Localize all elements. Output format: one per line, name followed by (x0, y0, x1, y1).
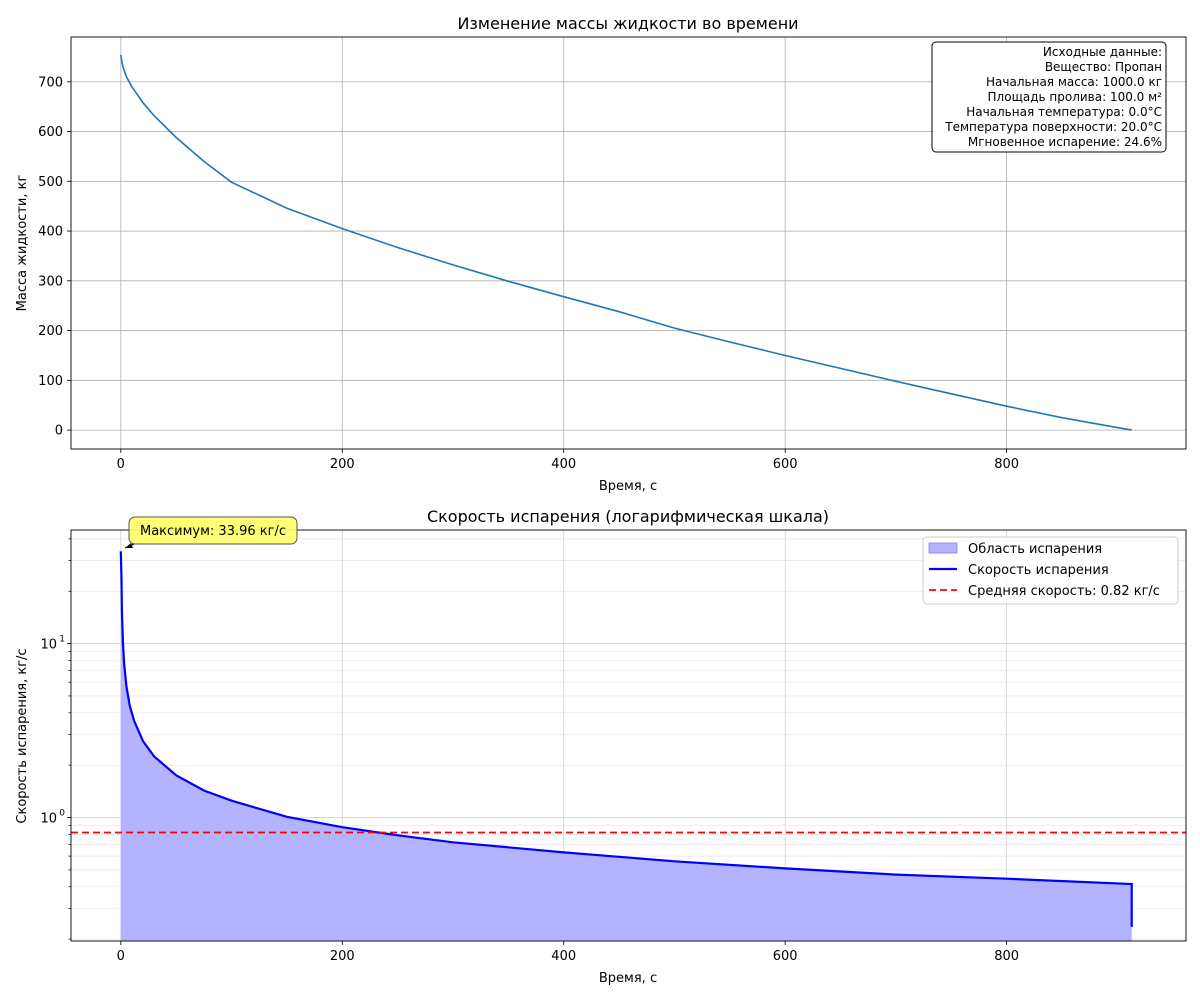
rate-y-tick-exponent: 1 (59, 635, 65, 645)
max-annotation-box (128, 516, 298, 545)
rate-x-tick-label: 400 (551, 949, 576, 964)
mass-x-tick-label: 600 (773, 457, 798, 472)
rate-x-axis-label: Время, с (599, 971, 657, 986)
max-annotation-arrow-head (125, 543, 133, 548)
mass-y-tick-label: 200 (38, 324, 63, 339)
info-box-frame (931, 41, 1167, 153)
info-line: Температура поверхности: 20.0°C (944, 120, 1162, 134)
legend: Область испарения Скорость испарения Сре… (922, 536, 1179, 605)
mass-y-tick-label: 300 (38, 274, 63, 289)
info-line: Мгновенное испарение: 24.6% (968, 135, 1162, 149)
rate-y-tick-exponent: 0 (59, 809, 65, 819)
mass-y-tick-label: 700 (38, 75, 63, 90)
info-line: Начальная температура: 0.0°C (966, 105, 1162, 119)
mass-x-axis-label: Время, с (599, 479, 657, 494)
rate-x-tick-label: 600 (773, 949, 798, 964)
info-box: Исходные данные: Вещество: Пропан Началь… (931, 41, 1167, 153)
rate-chart-title: Скорость испарения (логарифмическая шкал… (427, 507, 829, 526)
rate-x-tick-label: 0 (117, 949, 125, 964)
mass-ticks: 0 200 400 600 800 0 100 200 300 400 500 600 700 (38, 75, 1019, 472)
rate-series-line (119, 551, 1133, 927)
max-annotation: Максимум: 33.96 кг/с (124, 516, 298, 549)
mass-series-line (120, 54, 1132, 431)
mass-y-tick-label: 100 (38, 374, 63, 389)
legend-label: Скорость испарения (968, 563, 1109, 578)
rate-y-tick-label: 10 (40, 638, 57, 653)
info-line: Вещество: Пропан (1045, 60, 1162, 74)
mass-x-tick-label: 0 (117, 457, 125, 472)
mass-y-tick-label: 600 (38, 125, 63, 140)
mass-x-tick-label: 800 (994, 457, 1019, 472)
rate-y-tick-label: 10 (40, 812, 57, 827)
evaporation-area-fill (120, 551, 1132, 941)
legend-frame (922, 536, 1179, 605)
legend-label: Средняя скорость: 0.82 кг/с (968, 584, 1160, 599)
mass-y-axis-label: Масса жидкости, кг (15, 175, 30, 312)
rate-y-axis-label: Скорость испарения, кг/с (15, 648, 30, 823)
mass-y-tick-label: 500 (38, 175, 63, 190)
mass-chart-title: Изменение массы жидкости во времени (457, 14, 798, 33)
mass-axes-frame (70, 36, 1187, 450)
mass-y-tick-label: 0 (55, 424, 63, 439)
rate-x-tick-label: 800 (994, 949, 1019, 964)
max-annotation-text: Максимум: 33.96 кг/с (140, 524, 286, 539)
mass-x-tick-label: 200 (330, 457, 355, 472)
rate-x-tick-label: 200 (330, 949, 355, 964)
mass-y-tick-label: 400 (38, 225, 63, 240)
mass-x-tick-label: 400 (551, 457, 576, 472)
info-line: Начальная масса: 1000.0 кг (986, 75, 1162, 89)
legend-swatch-area (928, 542, 958, 554)
mass-chart: 0 200 400 600 800 0 100 200 300 400 500 600 700 Изме… (15, 14, 1187, 494)
info-line: Площадь пролива: 100.0 м² (988, 90, 1163, 104)
legend-label: Область испарения (968, 542, 1102, 557)
info-line: Исходные данные: (1043, 45, 1162, 59)
rate-axes-frame (70, 529, 1187, 942)
